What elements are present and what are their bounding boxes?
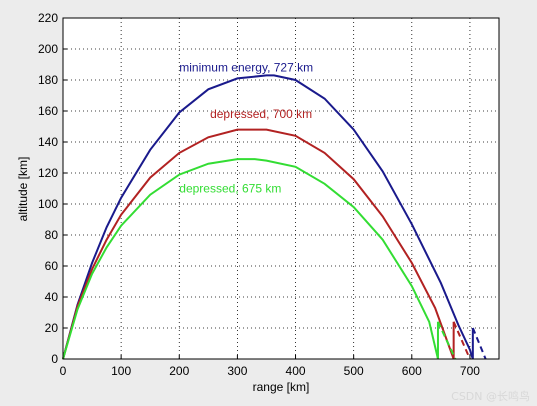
y-tick-label: 0 — [51, 352, 58, 366]
y-tick-label: 60 — [45, 259, 59, 273]
x-tick-label: 100 — [111, 364, 131, 378]
y-axis-ticks: 0 20 40 60 80 100 120 140 160 180 200 220 — [38, 11, 67, 366]
series-tail-1 — [452, 321, 471, 360]
y-tick-label: 20 — [45, 321, 59, 335]
x-tick-label: 0 — [60, 364, 67, 378]
y-tick-label: 40 — [45, 290, 59, 304]
x-tick-label: 200 — [169, 364, 189, 378]
x-tick-label: 400 — [286, 364, 306, 378]
y-tick-label: 100 — [38, 197, 58, 211]
series-layer — [62, 74, 487, 360]
x-tick-label: 300 — [227, 364, 247, 378]
series-label-1: depressed, 700 km — [210, 107, 312, 121]
series-line-1 — [62, 128, 455, 360]
series-annotations: minimum energy, 727 km depressed, 700 km d… — [179, 61, 313, 196]
y-tick-label: 140 — [38, 135, 58, 149]
series-tail-2 — [437, 321, 457, 360]
plot-frame — [62, 17, 500, 360]
y-axis-label: altitude [km] — [16, 157, 30, 222]
x-tick-label: 500 — [344, 364, 364, 378]
x-axis-label: range [km] — [253, 380, 310, 394]
y-tick-label: 220 — [38, 11, 58, 25]
watermark-text: CSDN @长鸣鸟 — [451, 389, 530, 403]
x-tick-label: 700 — [460, 364, 480, 378]
series-label-0: minimum energy, 727 km — [179, 61, 313, 75]
y-tick-label: 120 — [38, 166, 58, 180]
series-line-2 — [62, 158, 439, 360]
plot-area — [63, 18, 499, 359]
x-tick-label: 600 — [402, 364, 422, 378]
y-tick-label: 180 — [38, 73, 58, 87]
series-tail-0 — [471, 327, 487, 360]
y-tick-label: 160 — [38, 104, 58, 118]
x-axis-ticks: 0 100 200 300 400 500 600 700 — [60, 355, 480, 378]
y-tick-label: 80 — [45, 228, 59, 242]
y-tick-label: 200 — [38, 42, 58, 56]
series-label-2: depressed, 675 km — [179, 182, 281, 196]
series-line-0 — [62, 74, 474, 360]
